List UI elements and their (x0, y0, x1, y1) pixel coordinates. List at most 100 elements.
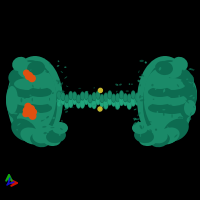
Ellipse shape (84, 92, 88, 99)
Ellipse shape (31, 79, 33, 80)
Ellipse shape (181, 79, 184, 82)
Circle shape (25, 72, 33, 80)
Ellipse shape (111, 98, 116, 106)
Ellipse shape (155, 129, 157, 131)
Ellipse shape (65, 100, 69, 108)
Ellipse shape (103, 100, 108, 110)
Ellipse shape (140, 132, 141, 137)
Ellipse shape (11, 119, 37, 141)
Ellipse shape (168, 67, 192, 85)
Circle shape (31, 109, 36, 115)
Ellipse shape (76, 94, 81, 103)
Ellipse shape (123, 96, 128, 106)
Ellipse shape (84, 95, 89, 105)
Ellipse shape (27, 124, 29, 126)
Ellipse shape (49, 98, 50, 101)
Ellipse shape (146, 82, 147, 86)
Ellipse shape (21, 98, 22, 102)
Ellipse shape (139, 76, 143, 78)
Ellipse shape (119, 97, 124, 105)
Ellipse shape (172, 131, 174, 135)
Ellipse shape (111, 97, 116, 107)
Ellipse shape (84, 91, 89, 100)
Ellipse shape (137, 121, 139, 124)
Ellipse shape (93, 104, 96, 106)
Ellipse shape (184, 88, 186, 90)
Ellipse shape (96, 99, 100, 103)
Ellipse shape (187, 88, 189, 90)
Ellipse shape (46, 129, 66, 143)
Ellipse shape (139, 95, 143, 102)
Ellipse shape (68, 98, 73, 108)
Ellipse shape (99, 97, 105, 107)
Ellipse shape (61, 93, 65, 100)
Ellipse shape (41, 119, 44, 122)
Ellipse shape (88, 94, 93, 103)
Ellipse shape (193, 106, 195, 108)
Ellipse shape (152, 64, 155, 68)
Ellipse shape (14, 78, 42, 90)
Ellipse shape (32, 98, 33, 102)
Ellipse shape (100, 95, 104, 102)
Ellipse shape (66, 86, 68, 87)
Ellipse shape (119, 90, 124, 99)
Ellipse shape (7, 56, 63, 144)
Ellipse shape (170, 134, 174, 136)
Ellipse shape (116, 94, 120, 101)
Ellipse shape (28, 87, 52, 97)
Circle shape (23, 107, 29, 113)
Ellipse shape (134, 96, 140, 106)
Ellipse shape (24, 79, 27, 80)
Ellipse shape (134, 118, 136, 121)
Ellipse shape (126, 98, 130, 102)
Ellipse shape (70, 97, 74, 101)
Ellipse shape (155, 88, 157, 90)
Ellipse shape (111, 99, 115, 102)
Ellipse shape (78, 88, 81, 89)
Circle shape (24, 70, 29, 76)
Ellipse shape (104, 93, 108, 101)
Ellipse shape (193, 97, 195, 99)
Ellipse shape (32, 85, 34, 88)
Ellipse shape (182, 73, 194, 87)
Ellipse shape (31, 77, 32, 80)
Ellipse shape (139, 134, 157, 146)
Ellipse shape (117, 84, 118, 85)
Ellipse shape (123, 94, 127, 101)
Ellipse shape (46, 116, 49, 118)
Ellipse shape (192, 77, 193, 80)
Ellipse shape (10, 79, 13, 80)
Ellipse shape (149, 129, 152, 132)
Ellipse shape (60, 91, 65, 92)
Ellipse shape (74, 98, 78, 102)
Ellipse shape (39, 88, 41, 89)
Ellipse shape (190, 82, 194, 84)
Ellipse shape (119, 84, 122, 86)
Ellipse shape (69, 99, 73, 107)
Ellipse shape (52, 117, 55, 119)
Ellipse shape (57, 98, 61, 107)
Ellipse shape (111, 94, 116, 103)
Ellipse shape (137, 112, 141, 116)
Ellipse shape (134, 129, 154, 143)
Ellipse shape (179, 98, 182, 102)
Ellipse shape (186, 100, 189, 103)
Ellipse shape (43, 116, 46, 119)
Ellipse shape (92, 100, 96, 108)
Ellipse shape (64, 99, 69, 109)
Ellipse shape (84, 96, 89, 104)
Ellipse shape (134, 109, 137, 110)
Ellipse shape (60, 82, 63, 86)
Ellipse shape (44, 106, 46, 110)
Ellipse shape (139, 60, 144, 62)
Ellipse shape (131, 97, 136, 107)
Ellipse shape (115, 97, 119, 100)
Ellipse shape (61, 71, 63, 73)
Ellipse shape (159, 71, 161, 73)
Ellipse shape (77, 95, 81, 103)
Ellipse shape (61, 92, 65, 101)
Ellipse shape (132, 122, 148, 134)
Ellipse shape (80, 91, 85, 101)
Ellipse shape (107, 96, 112, 106)
Ellipse shape (47, 98, 50, 101)
